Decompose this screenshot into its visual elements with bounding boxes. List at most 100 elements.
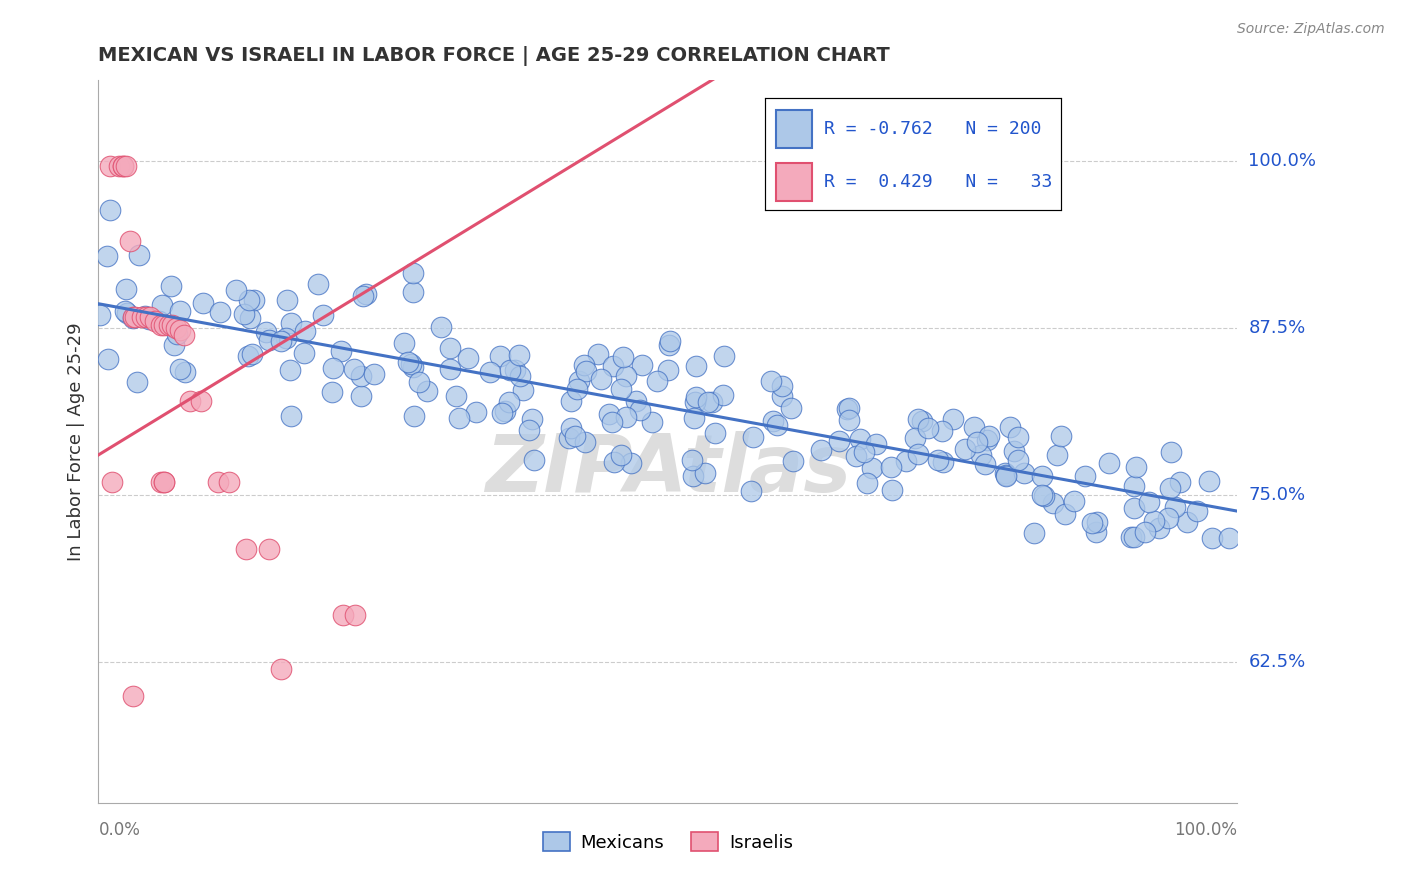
Point — [114, 159, 136, 173]
Point — [782, 453, 804, 467]
Point — [404, 409, 426, 424]
Point — [162, 318, 184, 333]
Point — [1133, 524, 1156, 539]
Point — [150, 318, 173, 333]
Point — [602, 359, 624, 373]
Point — [292, 346, 315, 360]
Point — [628, 403, 651, 417]
Point — [907, 447, 929, 461]
Point — [114, 282, 136, 296]
Point — [274, 330, 297, 344]
Point — [685, 359, 707, 373]
Point — [620, 456, 643, 470]
Point — [134, 309, 156, 323]
Point — [343, 608, 366, 623]
Point — [115, 306, 138, 320]
Point — [122, 311, 145, 326]
Point — [499, 363, 522, 377]
Point — [1137, 495, 1160, 509]
Point — [1022, 526, 1045, 541]
Point — [101, 475, 124, 489]
Point — [1143, 515, 1166, 529]
Point — [979, 428, 1001, 442]
Point — [970, 448, 993, 462]
Point — [125, 375, 148, 389]
Point — [564, 428, 586, 442]
Point — [765, 417, 787, 432]
Text: 75.0%: 75.0% — [1249, 486, 1306, 504]
Point — [169, 303, 191, 318]
Point — [1163, 500, 1185, 515]
Point — [148, 314, 170, 328]
Point — [503, 363, 526, 377]
Point — [169, 361, 191, 376]
Point — [612, 350, 634, 364]
Point — [995, 469, 1018, 483]
Point — [1098, 456, 1121, 470]
Point — [332, 608, 354, 623]
Point — [1175, 515, 1198, 529]
Point — [280, 316, 302, 330]
Point — [121, 689, 143, 703]
Point — [128, 248, 150, 262]
Point — [693, 467, 716, 481]
Point — [1159, 482, 1181, 496]
Point — [1119, 530, 1142, 544]
Point — [762, 414, 785, 428]
Point — [1201, 531, 1223, 545]
Point — [235, 541, 257, 556]
Point — [153, 475, 176, 489]
Point — [1007, 453, 1029, 467]
Point — [179, 394, 201, 409]
Point — [1085, 516, 1108, 530]
Point — [574, 435, 596, 450]
Point — [408, 376, 430, 390]
Point — [591, 372, 613, 386]
Point — [927, 453, 949, 467]
Point — [911, 414, 934, 428]
Point — [896, 454, 918, 468]
Point — [1031, 469, 1053, 483]
Point — [429, 319, 451, 334]
Point — [491, 406, 513, 420]
Point — [1198, 474, 1220, 488]
Point — [270, 662, 292, 676]
Point — [396, 355, 419, 369]
Point — [711, 388, 734, 402]
Point — [1157, 511, 1180, 525]
Point — [138, 311, 160, 326]
Point — [238, 293, 260, 307]
Point — [174, 365, 197, 379]
Point — [658, 334, 681, 349]
Point — [700, 394, 723, 409]
Point — [770, 379, 793, 393]
Point — [157, 318, 180, 333]
Point — [190, 394, 212, 409]
Point — [350, 389, 373, 403]
Point — [917, 420, 939, 434]
Point — [683, 395, 706, 409]
Text: 62.5%: 62.5% — [1249, 653, 1306, 672]
Point — [150, 475, 173, 489]
Point — [131, 310, 153, 325]
Point — [193, 296, 215, 310]
Point — [236, 349, 259, 363]
Point — [1012, 466, 1035, 480]
Point — [415, 384, 437, 398]
Point — [225, 283, 247, 297]
Point — [209, 305, 232, 319]
Point — [835, 401, 858, 416]
Point — [522, 411, 544, 425]
Point — [647, 374, 669, 388]
Point — [998, 419, 1021, 434]
Point — [1160, 445, 1182, 459]
Point — [354, 287, 377, 301]
Point — [439, 362, 461, 376]
Point — [240, 346, 263, 360]
Point — [444, 389, 467, 403]
Point — [1123, 479, 1146, 493]
Point — [112, 159, 135, 173]
Point — [942, 411, 965, 425]
Point — [932, 455, 955, 469]
Point — [626, 393, 648, 408]
